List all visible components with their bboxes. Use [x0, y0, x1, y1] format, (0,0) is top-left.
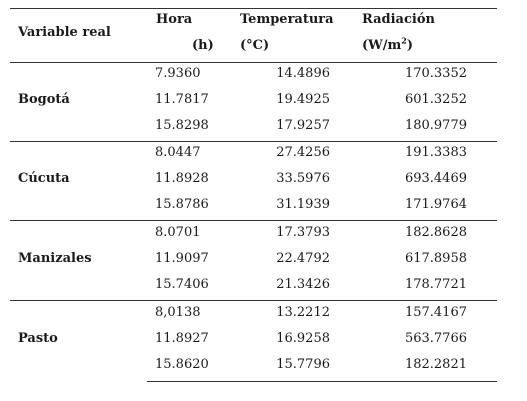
table-top-rule — [10, 8, 497, 9]
city-label: Cúcuta — [18, 171, 70, 186]
rad-unit-base: (W/m — [362, 38, 402, 53]
header-bottom-rule — [10, 62, 497, 63]
rad-cell: 601.3252 — [404, 92, 467, 107]
header-radiacion-unit: (W/m2) — [362, 35, 413, 54]
group-separator-rule — [10, 220, 497, 221]
temp-cell: 14.4896 — [276, 66, 330, 81]
temp-cell: 17.9257 — [276, 118, 330, 133]
hora-cell: 15.8620 — [155, 357, 209, 372]
temp-cell: 22.4792 — [276, 251, 330, 266]
temp-cell: 27.4256 — [276, 145, 330, 160]
header-radiacion: Radiación — [362, 12, 435, 27]
hora-cell: 8,0138 — [155, 305, 201, 320]
rad-cell: 182.2821 — [404, 357, 467, 372]
hora-cell: 11.8928 — [155, 171, 209, 186]
hora-cell: 15.7406 — [155, 277, 209, 292]
hora-cell: 7.9360 — [155, 66, 201, 81]
rad-cell: 171.9764 — [404, 197, 467, 212]
rad-cell: 180.9779 — [404, 118, 467, 133]
hora-cell: 8.0447 — [155, 145, 201, 160]
temp-cell: 17.3793 — [276, 225, 330, 240]
header-variable-real: Variable real — [18, 25, 111, 40]
rad-cell: 693.4469 — [404, 171, 467, 186]
temp-cell: 33.5976 — [276, 171, 330, 186]
rad-unit-superscript: 2 — [401, 35, 407, 46]
temp-cell: 15.7796 — [276, 357, 330, 372]
rad-cell: 191.3383 — [404, 145, 467, 160]
header-temperatura-unit: (°C) — [240, 38, 270, 53]
rad-unit-close: ) — [406, 38, 413, 53]
header-temperatura: Temperatura — [240, 12, 334, 27]
rad-cell: 182.8628 — [404, 225, 467, 240]
group-separator-rule — [10, 300, 497, 301]
rad-cell: 563.7766 — [404, 331, 467, 346]
city-label: Manizales — [18, 251, 92, 266]
temp-cell: 19.4925 — [276, 92, 330, 107]
hora-cell: 15.8786 — [155, 197, 209, 212]
temp-cell: 31.1939 — [276, 197, 330, 212]
table-bottom-rule — [147, 381, 497, 382]
rad-cell: 170.3352 — [404, 66, 467, 81]
hora-cell: 11.7817 — [155, 92, 209, 107]
temp-cell: 21.3426 — [276, 277, 330, 292]
group-separator-rule — [10, 141, 497, 142]
city-label: Bogotá — [18, 92, 70, 107]
hora-cell: 11.8927 — [155, 331, 209, 346]
header-hora: Hora — [156, 12, 193, 27]
hora-cell: 11.9097 — [155, 251, 209, 266]
header-hora-unit: (h) — [192, 38, 214, 53]
rad-cell: 157.4167 — [404, 305, 467, 320]
rad-cell: 178.7721 — [404, 277, 467, 292]
temp-cell: 13.2212 — [276, 305, 330, 320]
rad-cell: 617.8958 — [404, 251, 467, 266]
temp-cell: 16.9258 — [276, 331, 330, 346]
hora-cell: 15.8298 — [155, 118, 209, 133]
hora-cell: 8.0701 — [155, 225, 201, 240]
city-label: Pasto — [18, 331, 58, 346]
